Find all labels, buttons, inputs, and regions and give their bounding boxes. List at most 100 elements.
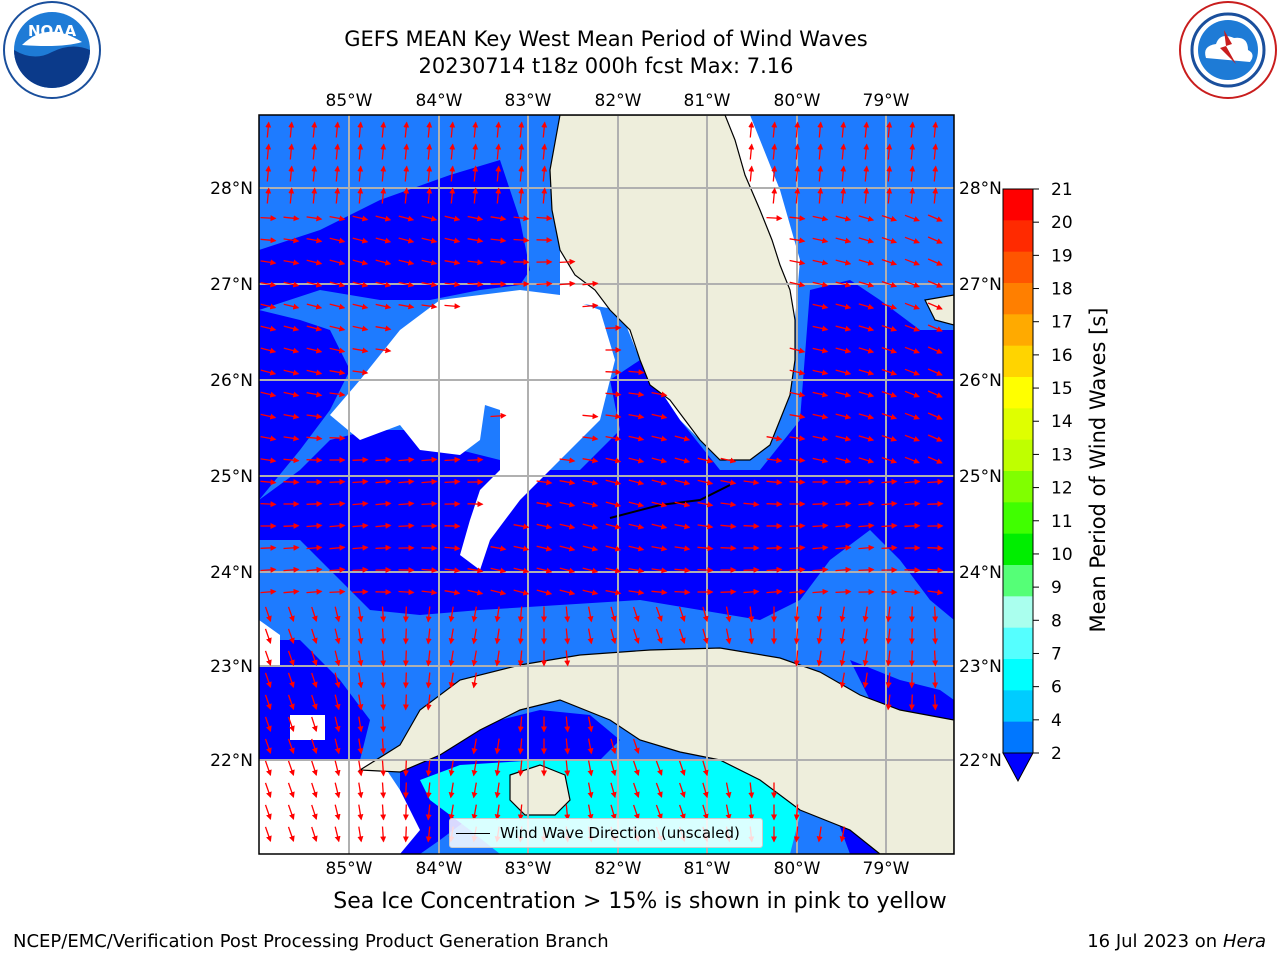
wind-wave-arrow bbox=[287, 760, 295, 777]
wind-wave-arrow bbox=[264, 672, 272, 689]
wind-wave-arrow bbox=[329, 237, 346, 244]
wind-wave-arrow bbox=[632, 760, 640, 777]
wind-wave-arrow bbox=[858, 566, 875, 573]
wind-wave-arrow bbox=[582, 479, 599, 486]
wind-wave-arrow bbox=[793, 606, 800, 623]
wind-wave-arrow bbox=[283, 391, 300, 398]
wind-wave-arrow bbox=[904, 258, 920, 266]
wind-wave-arrow bbox=[398, 589, 415, 596]
wind-wave-arrow bbox=[720, 545, 737, 552]
wind-wave-arrow bbox=[559, 589, 576, 596]
wind-wave-arrow bbox=[536, 280, 553, 287]
wind-wave-arrow bbox=[448, 628, 455, 645]
wind-wave-arrow bbox=[863, 143, 870, 160]
wind-wave-arrow bbox=[582, 413, 599, 420]
wind-wave-arrow bbox=[771, 143, 778, 160]
wind-wave-arrow bbox=[264, 804, 272, 821]
wind-wave-arrow bbox=[909, 187, 916, 204]
wind-wave-arrow bbox=[329, 281, 346, 288]
wind-wave-arrow bbox=[380, 716, 387, 733]
wind-wave-arrow bbox=[264, 782, 272, 799]
tick-label: 82°W bbox=[595, 91, 642, 111]
wind-wave-arrow bbox=[812, 369, 829, 376]
map-area bbox=[259, 115, 954, 854]
wind-wave-arrow bbox=[402, 628, 409, 645]
wind-wave-arrow bbox=[260, 413, 277, 420]
wind-wave-arrow bbox=[766, 215, 783, 222]
wind-wave-arrow bbox=[352, 544, 369, 551]
wind-wave-arrow bbox=[357, 165, 364, 182]
wind-wave-arrow bbox=[329, 391, 346, 398]
wind-wave-arrow bbox=[380, 826, 387, 843]
wind-wave-arrow bbox=[260, 303, 277, 310]
wind-wave-arrow bbox=[403, 165, 410, 182]
tick-label: 25°N bbox=[959, 467, 1002, 487]
wind-wave-arrow bbox=[766, 435, 783, 442]
wind-wave-arrow bbox=[927, 258, 943, 266]
wind-wave-arrow bbox=[287, 628, 295, 645]
tick-label: 81°W bbox=[684, 859, 731, 879]
wind-wave-arrow bbox=[283, 544, 300, 551]
wind-wave-arrow bbox=[678, 628, 686, 645]
wind-wave-arrow bbox=[840, 165, 847, 182]
wind-wave-arrow bbox=[743, 588, 760, 595]
wind-wave-arrow bbox=[794, 187, 801, 204]
wind-wave-arrow bbox=[513, 567, 530, 574]
wind-wave-arrow bbox=[651, 523, 668, 530]
wind-wave-arrow bbox=[467, 589, 484, 596]
wind-wave-arrow bbox=[655, 782, 663, 798]
wind-wave-arrow bbox=[265, 143, 272, 160]
wind-wave-arrow bbox=[587, 606, 594, 623]
wind-wave-arrow bbox=[352, 522, 369, 529]
wind-wave-arrow bbox=[536, 215, 553, 222]
colorbar-tick-label: 4 bbox=[1051, 711, 1062, 731]
wind-wave-arrow bbox=[835, 391, 852, 398]
wind-wave-arrow bbox=[311, 143, 318, 160]
wind-wave-arrow bbox=[610, 760, 617, 777]
wind-wave-arrow bbox=[380, 628, 387, 645]
wind-wave-arrow bbox=[260, 391, 277, 398]
wind-wave-arrow bbox=[766, 588, 783, 595]
wind-wave-arrow bbox=[858, 522, 875, 529]
wind-wave-arrow bbox=[766, 566, 783, 573]
wind-wave-arrow bbox=[334, 716, 341, 733]
wind-wave-arrow bbox=[495, 165, 502, 182]
wind-wave-arrow bbox=[449, 143, 456, 160]
wind-wave-arrow bbox=[471, 760, 478, 777]
wind-wave-arrow bbox=[697, 523, 714, 530]
colorbar-segment bbox=[1003, 220, 1033, 253]
wind-wave-arrow bbox=[835, 478, 852, 485]
wind-wave-arrow bbox=[265, 121, 272, 138]
wind-wave-arrow bbox=[720, 523, 737, 530]
tick-label: 82°W bbox=[595, 859, 642, 879]
wind-wave-arrow bbox=[881, 258, 898, 266]
wind-wave-arrow bbox=[655, 628, 663, 644]
wind-wave-arrow bbox=[357, 606, 364, 623]
wind-wave-arrow bbox=[789, 347, 806, 354]
wind-wave-arrow bbox=[582, 501, 599, 508]
wind-wave-arrow bbox=[449, 121, 456, 138]
wind-wave-arrow bbox=[403, 121, 410, 138]
wind-wave-arrow bbox=[288, 143, 295, 160]
wind-wave-arrow bbox=[260, 215, 277, 222]
no-data-patch-gulf bbox=[330, 290, 615, 570]
wind-wave-arrow bbox=[260, 457, 277, 464]
wind-wave-arrow bbox=[881, 346, 898, 354]
wind-wave-arrow bbox=[380, 650, 387, 667]
legend: Wind Wave Direction (unscaled) bbox=[449, 818, 763, 848]
wind-wave-arrow bbox=[426, 121, 433, 138]
wind-wave-arrow bbox=[421, 478, 438, 485]
ocean-short-period-region-central bbox=[259, 280, 954, 620]
nws-logo bbox=[1179, 1, 1277, 99]
wind-wave-arrow bbox=[421, 456, 438, 463]
wind-wave-arrow bbox=[858, 347, 875, 354]
wind-wave-arrow bbox=[334, 760, 341, 777]
wind-wave-arrow bbox=[513, 215, 530, 222]
colorbar-segment bbox=[1003, 690, 1033, 723]
wind-wave-arrow bbox=[283, 215, 300, 222]
colorbar-tick-label: 8 bbox=[1051, 611, 1062, 631]
wind-wave-arrow bbox=[794, 165, 801, 182]
wind-wave-arrow bbox=[426, 187, 433, 204]
wind-wave-arrow bbox=[494, 650, 501, 667]
wind-wave-arrow bbox=[559, 545, 576, 552]
